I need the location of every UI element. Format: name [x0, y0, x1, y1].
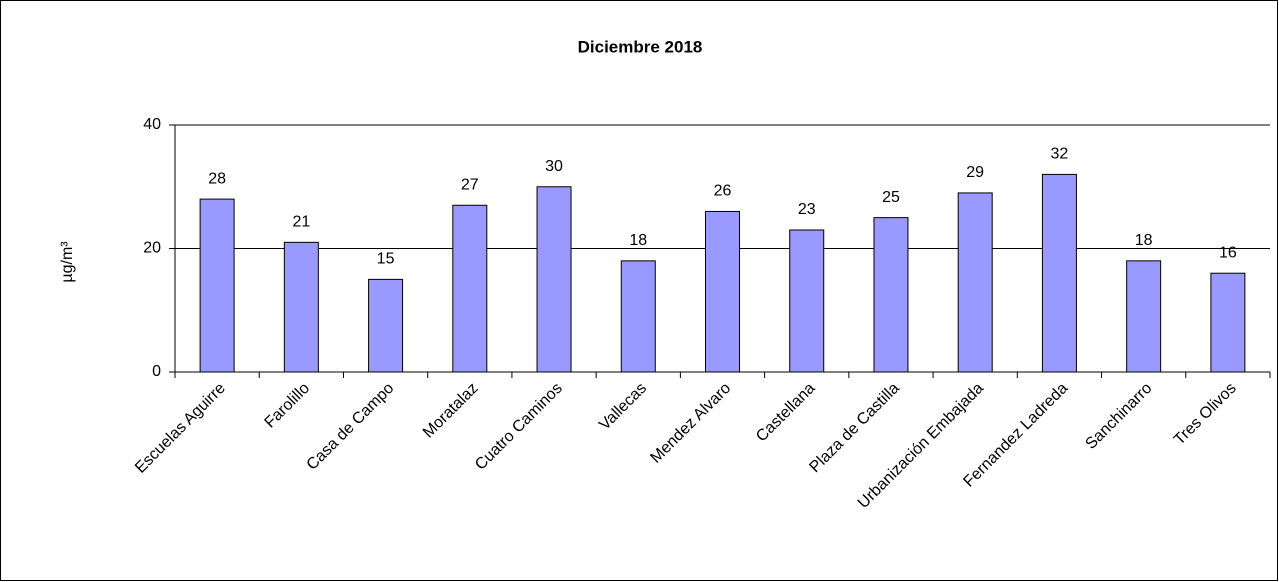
bar: [1126, 260, 1162, 373]
bar: [452, 204, 488, 373]
y-tick-label: 40: [143, 116, 161, 133]
value-label: 18: [629, 232, 647, 249]
value-label: 23: [798, 201, 816, 218]
value-label: 26: [714, 183, 732, 200]
bar: [789, 229, 825, 373]
bar: [536, 186, 572, 373]
value-label: 32: [1051, 146, 1069, 163]
bar: [620, 260, 656, 373]
value-label: 15: [377, 251, 395, 268]
bar: [705, 210, 740, 373]
bar: [199, 198, 235, 373]
value-label: 16: [1219, 244, 1237, 261]
y-tick-label: 0: [152, 363, 161, 380]
bar: [873, 217, 909, 373]
value-label: 30: [545, 158, 563, 175]
value-label: 18: [1135, 232, 1153, 249]
value-label: 29: [966, 164, 984, 181]
bar: [283, 241, 319, 373]
value-label: 28: [208, 170, 226, 187]
value-label: 25: [882, 189, 900, 206]
value-label: 27: [461, 176, 479, 193]
bar: [1210, 272, 1246, 373]
bar: [1041, 173, 1077, 373]
value-label: 21: [292, 214, 310, 231]
chart-title: Diciembre 2018: [578, 37, 703, 56]
bar: [957, 192, 993, 373]
y-axis-label: µg/m³: [59, 241, 76, 283]
bar: [368, 278, 404, 373]
y-tick-label: 20: [143, 240, 161, 257]
